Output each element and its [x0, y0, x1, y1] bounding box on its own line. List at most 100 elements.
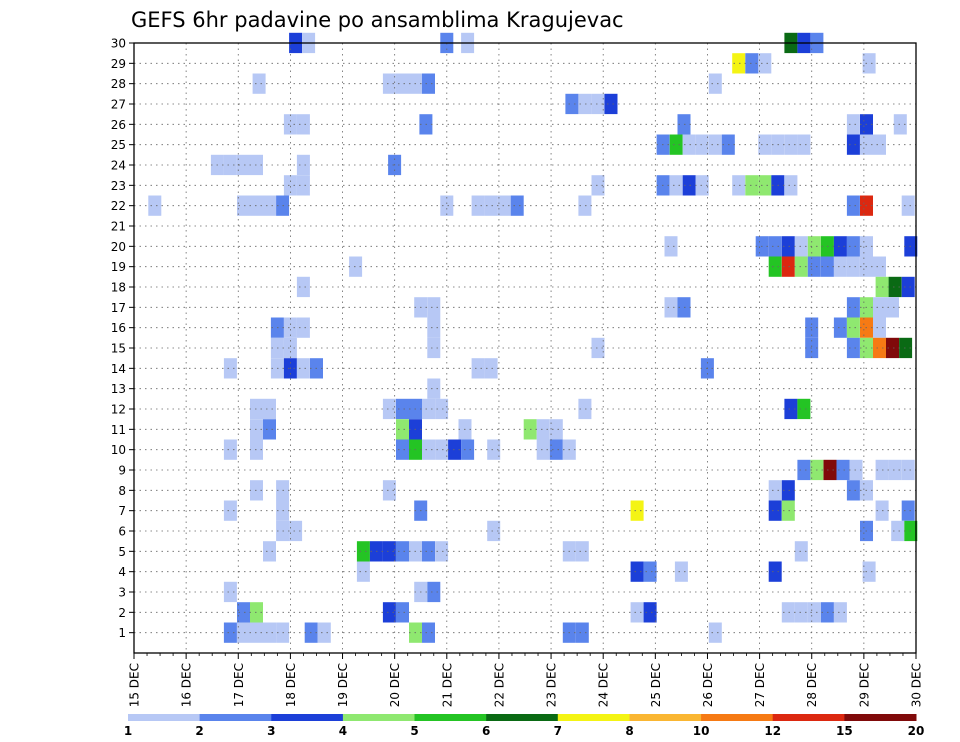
heatmap-cell: [862, 561, 876, 582]
heatmap-cell: [643, 602, 657, 623]
heatmap-cell: [669, 175, 683, 196]
heatmap-cell: [296, 114, 310, 135]
heatmap-cell: [263, 541, 276, 562]
heatmap-cell: [768, 561, 782, 582]
heatmap-cell: [427, 378, 441, 399]
heatmap-cell: [461, 439, 475, 460]
heatmap-cell: [487, 439, 501, 460]
x-tick-label: 25 DEC: [649, 663, 663, 707]
colorbar-label: 7: [554, 724, 562, 738]
heatmap-cell: [223, 500, 237, 521]
heatmap-cell: [873, 297, 886, 318]
heatmap-cell: [732, 175, 746, 196]
heatmap-cell: [695, 175, 709, 196]
heatmap-cell: [382, 398, 396, 420]
heatmap-cell: [745, 175, 759, 196]
heatmap-cell: [356, 541, 370, 562]
heatmap-cell: [768, 500, 782, 521]
heatmap-cell: [758, 175, 772, 196]
heatmap-cell: [682, 175, 696, 196]
heatmap-cell: [148, 195, 162, 216]
heatmap-cell: [578, 195, 592, 216]
plot-frame: [133, 42, 917, 654]
x-tick-label: 22 DEC: [492, 663, 506, 707]
grid-lines: [134, 42, 916, 653]
heatmap-cell: [643, 561, 657, 582]
heatmap-cell: [510, 195, 524, 216]
heatmap-cell: [296, 175, 310, 196]
heatmap-cell: [758, 53, 772, 74]
heatmap-cell: [797, 398, 811, 420]
heatmap-cell: [396, 602, 409, 623]
y-tick-label: 2: [118, 606, 126, 620]
y-tick-label: 25: [111, 138, 126, 152]
heatmap-cell: [536, 419, 550, 440]
heatmap-cell: [283, 317, 297, 338]
heatmap-cell: [578, 398, 592, 420]
heatmap-cell: [578, 93, 592, 115]
heatmap-cell: [886, 337, 899, 359]
colorbar-segment: [128, 714, 201, 721]
heatmap-cell: [833, 602, 847, 623]
heatmap-cell: [296, 358, 310, 379]
y-tick-label: 24: [111, 159, 126, 173]
heatmap-cell: [888, 459, 902, 481]
heatmap-cell: [484, 195, 498, 216]
heatmap-cell: [794, 602, 808, 623]
heatmap-cell: [237, 195, 250, 216]
heatmap-cell: [630, 561, 644, 582]
heatmap-cell: [575, 622, 589, 643]
y-tick-label: 14: [111, 362, 126, 376]
heatmap-cells: [148, 32, 918, 643]
heatmap-cell: [901, 459, 915, 481]
heatmap-cell: [237, 154, 250, 176]
heatmap-cell: [794, 541, 808, 562]
heatmap-cell: [263, 419, 276, 440]
y-tick-label: 1: [118, 626, 126, 640]
colorbar-label: 3: [267, 724, 275, 738]
heatmap-cell: [873, 337, 886, 359]
heatmap-cell: [396, 439, 409, 460]
y-tick-label: 10: [111, 443, 126, 457]
y-tick-label: 12: [111, 403, 126, 417]
x-tick-label: 21 DEC: [440, 663, 454, 707]
heatmap-cell: [888, 276, 902, 298]
heatmap-cell: [422, 622, 435, 643]
heatmap-cell: [745, 53, 759, 74]
heatmap-cell: [296, 154, 310, 176]
heatmap-cell: [435, 541, 449, 562]
colorbar-label: 2: [195, 724, 203, 738]
chart-title: GEFS 6hr padavine po ansamblima Kragujev…: [131, 8, 624, 32]
colorbar-label: 15: [836, 724, 853, 738]
heatmap-cell: [833, 256, 847, 277]
heatmap-cell: [784, 175, 798, 196]
x-tick-label: 29 DEC: [857, 663, 871, 707]
heatmap-cell: [873, 256, 886, 277]
heatmap-cell: [807, 602, 821, 623]
heatmap-cell: [296, 317, 310, 338]
heatmap-cell: [846, 337, 860, 359]
heatmap-cell: [440, 195, 454, 216]
heatmap-cell: [901, 500, 915, 521]
heatmap-cell: [891, 520, 905, 542]
heatmap-cell: [846, 256, 860, 277]
heatmap-cell: [575, 541, 589, 562]
heatmap-cell: [487, 520, 501, 542]
colorbar-label: 12: [764, 724, 781, 738]
heatmap-cell: [283, 114, 297, 135]
heatmap-cell: [497, 195, 511, 216]
heatmap-cell: [630, 602, 644, 623]
heatmap-cell: [382, 602, 396, 623]
y-tick-label: 17: [111, 301, 126, 315]
heatmap-cell: [396, 398, 409, 420]
heatmap-cell: [630, 500, 644, 521]
heatmap-cell: [886, 297, 899, 318]
x-tick-label: 27 DEC: [753, 663, 767, 707]
heatmap-cell: [846, 317, 860, 338]
heatmap-cell: [263, 398, 276, 420]
heatmap-cell: [396, 73, 409, 94]
heatmap-cell: [283, 175, 297, 196]
heatmap-cell: [396, 541, 409, 562]
x-tick-label: 23 DEC: [545, 663, 559, 707]
heatmap-cell: [604, 93, 618, 115]
